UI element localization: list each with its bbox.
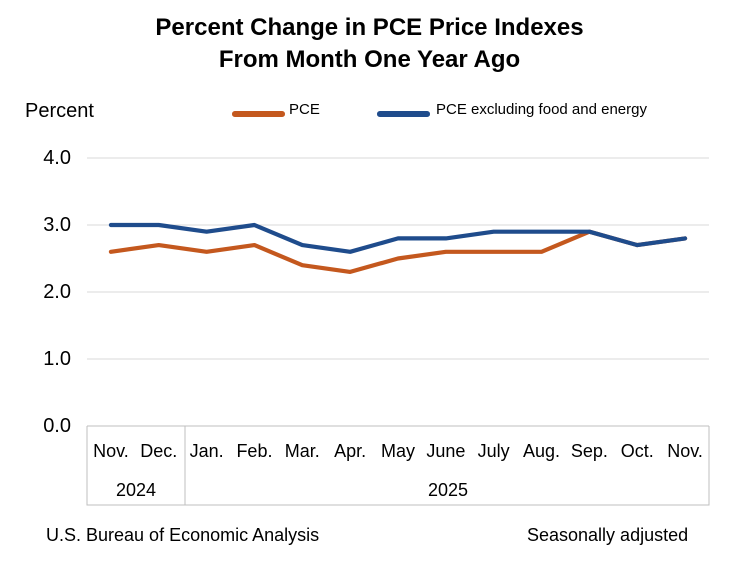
svg-text:June: June: [426, 441, 465, 461]
svg-text:4.0: 4.0: [43, 150, 71, 169]
svg-text:Mar.: Mar.: [285, 441, 320, 461]
svg-text:Feb.: Feb.: [236, 441, 272, 461]
svg-text:2.0: 2.0: [43, 281, 71, 303]
svg-text:Nov.: Nov.: [667, 441, 703, 461]
svg-text:3.0: 3.0: [43, 214, 71, 236]
svg-text:Nov.: Nov.: [93, 441, 129, 461]
svg-text:Dec.: Dec.: [140, 441, 177, 461]
svg-text:July: July: [478, 441, 510, 461]
svg-text:2025: 2025: [428, 480, 468, 500]
svg-text:Aug.: Aug.: [523, 441, 560, 461]
svg-text:Oct.: Oct.: [621, 441, 654, 461]
svg-text:2024: 2024: [116, 480, 156, 500]
svg-text:Apr.: Apr.: [334, 441, 366, 461]
svg-text:May: May: [381, 441, 415, 461]
svg-text:Sep.: Sep.: [571, 441, 608, 461]
svg-text:1.0: 1.0: [43, 348, 71, 370]
svg-text:Jan.: Jan.: [190, 441, 224, 461]
